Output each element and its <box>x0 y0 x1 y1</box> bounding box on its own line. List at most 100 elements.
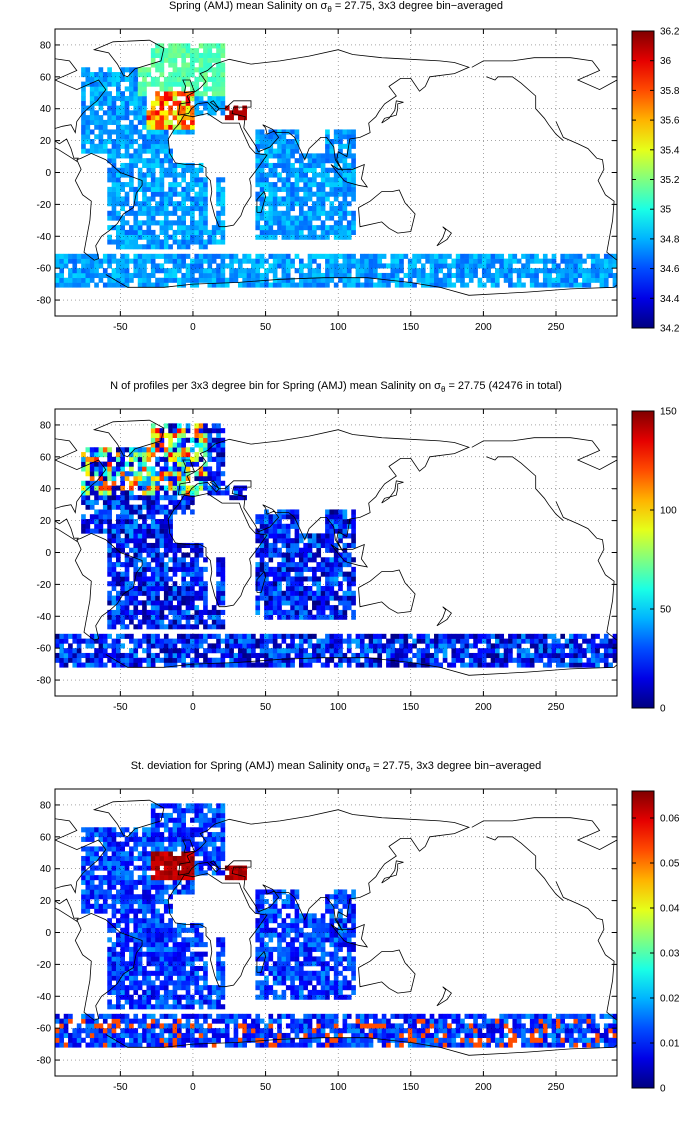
heatmap-cell <box>199 177 204 182</box>
heatmap-cell <box>373 634 378 639</box>
heatmap-cell <box>255 235 260 240</box>
heatmap-cell <box>120 619 125 624</box>
heatmap-cell <box>168 639 173 644</box>
heatmap-cell <box>473 643 478 648</box>
heatmap-cell <box>268 187 273 192</box>
heatmap-cell <box>99 846 104 851</box>
heatmap-cell <box>168 586 173 591</box>
heatmap-cell <box>325 509 330 514</box>
heatmap-cell <box>155 851 160 856</box>
heatmap-cell <box>295 553 300 558</box>
heatmap-cell <box>177 591 182 596</box>
heatmap-cell <box>221 235 226 240</box>
heatmap-cell <box>316 576 321 581</box>
heatmap-cell <box>190 495 195 500</box>
heatmap-cell <box>478 658 483 663</box>
heatmap-cell <box>181 53 186 58</box>
heatmap-cell <box>604 273 609 278</box>
heatmap-cell <box>229 658 234 663</box>
heatmap-cell <box>120 129 125 134</box>
heatmap-cell <box>160 605 165 610</box>
heatmap-cell <box>129 999 134 1004</box>
heatmap-cell <box>168 457 173 462</box>
heatmap-cell <box>103 837 108 842</box>
heatmap-cell <box>268 529 273 534</box>
heatmap-cell <box>430 283 435 288</box>
heatmap-cell <box>181 634 186 639</box>
heatmap-cell <box>142 880 147 885</box>
heatmap-cell <box>142 110 147 115</box>
heatmap-cell <box>338 263 343 268</box>
heatmap-cell <box>255 182 260 187</box>
heatmap-cell <box>312 572 317 577</box>
heatmap-cell <box>151 624 156 629</box>
heatmap-cell <box>273 576 278 581</box>
heatmap-cell <box>85 447 90 452</box>
heatmap-cell <box>242 634 247 639</box>
heatmap-cell <box>364 254 369 259</box>
heatmap-cell <box>207 263 212 268</box>
heatmap-cell <box>125 220 130 225</box>
heatmap-cell <box>155 509 160 514</box>
heatmap-cell <box>404 643 409 648</box>
heatmap-cell <box>268 211 273 216</box>
heatmap-cell <box>264 273 269 278</box>
heatmap-cell <box>155 206 160 211</box>
heatmap-cell <box>273 548 278 553</box>
heatmap-cell <box>168 538 173 543</box>
heatmap-cell <box>146 495 151 500</box>
heatmap-cell <box>81 875 86 880</box>
heatmap-cell <box>334 581 339 586</box>
heatmap-cell <box>286 572 291 577</box>
heatmap-cell <box>251 653 256 658</box>
heatmap-cell <box>434 643 439 648</box>
heatmap-cell <box>68 1033 73 1038</box>
heatmap-cell <box>99 129 104 134</box>
heatmap-cell <box>133 971 138 976</box>
heatmap-cell <box>146 553 151 558</box>
heatmap-cell <box>194 452 199 457</box>
heatmap-cell <box>225 639 230 644</box>
heatmap-cell <box>308 538 313 543</box>
heatmap-cell <box>190 509 195 514</box>
heatmap-cell <box>247 254 252 259</box>
heatmap-cell <box>560 254 565 259</box>
heatmap-cell <box>312 177 317 182</box>
heatmap-cell <box>508 263 513 268</box>
heatmap-cell <box>112 72 117 77</box>
heatmap-cell <box>155 1019 160 1024</box>
heatmap-cell <box>212 648 217 653</box>
heatmap-cell <box>112 505 117 510</box>
heatmap-cell <box>587 278 592 283</box>
heatmap-cell <box>434 634 439 639</box>
heatmap-cell <box>142 1014 147 1019</box>
heatmap-cell <box>177 442 182 447</box>
heatmap-cell <box>382 254 387 259</box>
heatmap-cell <box>290 259 295 264</box>
heatmap-cell <box>199 486 204 491</box>
heatmap-cell <box>151 239 156 244</box>
heatmap-cell <box>351 572 356 577</box>
heatmap-cell <box>478 653 483 658</box>
heatmap-cell <box>456 634 461 639</box>
heatmap-cell <box>417 658 422 663</box>
heatmap-cell <box>155 254 160 259</box>
heatmap-cell <box>125 658 130 663</box>
heatmap-cell <box>103 486 108 491</box>
heatmap-cell <box>321 610 326 615</box>
heatmap-cell <box>268 591 273 596</box>
heatmap-cell <box>133 615 138 620</box>
heatmap-cell <box>151 639 156 644</box>
heatmap-cell <box>173 557 178 562</box>
heatmap-cell <box>295 201 300 206</box>
heatmap-cell <box>146 476 151 481</box>
heatmap-cell <box>194 53 199 58</box>
heatmap-cell <box>608 268 613 273</box>
heatmap-cell <box>247 268 252 273</box>
heatmap-cell <box>399 648 404 653</box>
heatmap-cell <box>491 278 496 283</box>
heatmap-cell <box>90 96 95 101</box>
x-tick-label: 0 <box>190 322 196 333</box>
heatmap-cell <box>299 168 304 173</box>
heatmap-cell <box>229 653 234 658</box>
